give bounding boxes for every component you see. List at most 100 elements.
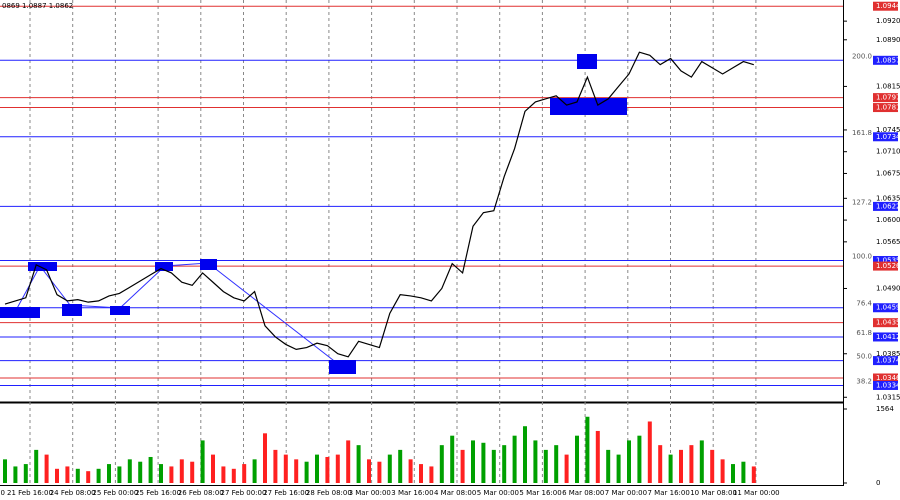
volume-bar xyxy=(699,440,704,483)
x-tick-label: 6 Mar 08:00 xyxy=(562,489,604,497)
marker-box xyxy=(110,306,130,315)
y-tick-label: 1.0600 xyxy=(876,216,900,224)
volume-bar xyxy=(169,466,174,483)
x-tick-label: 3 Mar 16:00 xyxy=(391,489,433,497)
marker-box xyxy=(28,262,57,271)
volume-tick-label: 0 xyxy=(876,479,880,487)
level-label: 1.0435 xyxy=(876,319,900,327)
volume-bar xyxy=(647,421,652,483)
volume-bar xyxy=(720,459,725,483)
level-label-box xyxy=(873,356,898,366)
x-tick-label: 27 Feb 00:00 xyxy=(221,489,267,497)
volume-bar xyxy=(533,440,538,483)
volume-bar xyxy=(96,468,101,483)
volume-bar xyxy=(34,449,39,483)
price-line xyxy=(4,51,754,358)
level-label: 1.0797 xyxy=(876,94,900,102)
level-label: 1.0459 xyxy=(876,304,900,312)
volume-bar xyxy=(304,461,309,483)
volume-bar xyxy=(502,445,507,483)
volume-bar xyxy=(200,440,205,483)
level-label: 1.0526 xyxy=(876,262,900,270)
y-tick-label: 1.0490 xyxy=(876,284,900,292)
volume-bar xyxy=(75,468,80,483)
level-label: 1.0374 xyxy=(876,357,900,365)
volume-bar xyxy=(127,459,132,483)
volume-bar xyxy=(23,464,28,483)
level-label: 1.0734 xyxy=(876,133,900,141)
volume-bar xyxy=(731,464,735,483)
volume-bar xyxy=(367,459,371,483)
volume-bar xyxy=(138,461,143,483)
marker-box xyxy=(62,304,82,316)
fib-label: 76.4 xyxy=(856,300,872,308)
y-tick-label: 1.0635 xyxy=(876,194,900,202)
x-tick-label: 28 Feb 08:00 xyxy=(306,489,352,497)
level-label-box xyxy=(873,318,898,328)
volume-bar xyxy=(751,466,756,483)
x-tick-label: 11 Mar 00:00 xyxy=(733,489,780,497)
volume-bar xyxy=(159,464,163,483)
volume-bar xyxy=(471,440,475,483)
x-tick-label: 25 Feb 16:00 xyxy=(135,489,181,497)
volume-bar xyxy=(554,445,559,483)
levels: 1.0944 1.0857 200.0 1.0797 1.0781 1.0734 161.8… xyxy=(0,1,900,390)
level-label: 1.0334 xyxy=(876,381,900,389)
grid xyxy=(29,0,757,485)
volume-bar xyxy=(356,445,361,483)
x-edge-label: 0 xyxy=(1,489,5,497)
volume-bar xyxy=(44,454,49,483)
fib-label: 200.0 xyxy=(852,52,872,60)
volume-bar xyxy=(294,459,299,483)
volume-bar xyxy=(65,466,70,483)
marker-box xyxy=(0,307,40,318)
volume-bar xyxy=(523,426,527,483)
x-tick-label: 24 Feb 08:00 xyxy=(50,489,96,497)
volume-bar xyxy=(668,454,673,483)
x-tick-label: 7 Mar 16:00 xyxy=(648,489,690,497)
fib-label: 100.0 xyxy=(852,252,872,260)
x-tick-label: 3 Mar 00:00 xyxy=(349,489,391,497)
level-label-box xyxy=(873,1,898,11)
volume-bar xyxy=(710,449,715,483)
level-label: 1.0412 xyxy=(876,333,900,341)
volume-bar xyxy=(429,466,434,483)
y-tick-label: 1.0385 xyxy=(876,350,900,358)
volume-bar xyxy=(325,456,330,483)
y-tick-label: 1.0745 xyxy=(876,126,900,134)
level-label-box xyxy=(873,373,898,383)
volume-bar xyxy=(398,449,403,483)
volume-bar xyxy=(13,466,18,483)
volume-bar xyxy=(491,449,496,483)
y-tick-label: 1.0920 xyxy=(876,17,900,25)
volume-bar xyxy=(419,464,423,483)
volume-bar xyxy=(606,449,611,483)
volume-bar xyxy=(346,440,351,483)
volume-bar xyxy=(315,454,319,483)
level-label-box xyxy=(873,380,898,390)
marker-box xyxy=(329,360,356,374)
level-label-box xyxy=(873,103,898,113)
volume-bar xyxy=(564,454,569,483)
volume-bar xyxy=(637,435,642,483)
volume-bar xyxy=(450,435,455,483)
x-tick-label: 7 Mar 00:00 xyxy=(605,489,647,497)
fib-label: 127.2 xyxy=(852,198,872,206)
fib-label: 38.2 xyxy=(856,377,872,385)
y-tick-label: 1.0815 xyxy=(876,82,900,90)
volume-bar xyxy=(439,445,444,483)
volume-bar xyxy=(283,454,288,483)
volume-bar xyxy=(460,449,465,483)
volume-bar xyxy=(512,435,517,483)
level-label-box xyxy=(873,332,898,342)
volume-bar xyxy=(190,461,195,483)
volume-bar xyxy=(231,468,236,483)
volume-bar xyxy=(627,440,631,483)
volume-bar xyxy=(263,433,267,483)
x-tick-label: 5 Mar 00:00 xyxy=(477,489,519,497)
y-tick-label: 1.0890 xyxy=(876,36,900,44)
volume-bar xyxy=(616,454,621,483)
volume-bar xyxy=(273,449,278,483)
